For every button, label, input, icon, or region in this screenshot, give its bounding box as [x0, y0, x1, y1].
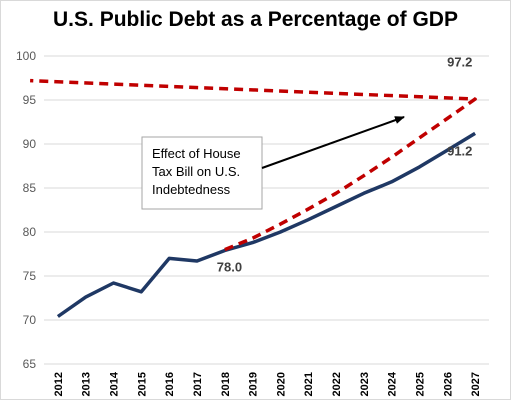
annotation-arrow [261, 116, 405, 169]
data-label: 78.0 [217, 260, 242, 275]
x-tick-label: 2015 [136, 372, 148, 396]
y-tick-label: 100 [16, 49, 36, 63]
x-tick-label: 2018 [220, 372, 232, 396]
x-tick-label: 2014 [109, 371, 121, 396]
x-tick-label: 2017 [192, 372, 204, 396]
x-tick-label: 2013 [81, 372, 93, 396]
y-tick-label: 70 [23, 313, 37, 327]
y-tick-label: 95 [23, 93, 37, 107]
x-tick-label: 2012 [53, 372, 65, 396]
y-tick-label: 90 [23, 137, 37, 151]
x-tick-label: 2023 [359, 372, 371, 396]
annotation-box [141, 136, 263, 210]
y-tick-label: 80 [23, 225, 37, 239]
annotation: Effect of House Tax Bill on U.S. Indebte… [141, 116, 405, 210]
x-tick-label: 2020 [275, 372, 287, 396]
data-labels: 78.0 97.2 91.2 [217, 55, 473, 275]
y-axis-ticks: 65 70 75 80 85 90 95 100 [16, 49, 36, 371]
data-label: 97.2 [447, 55, 472, 70]
chart-title: U.S. Public Debt as a Percentage of GDP [53, 8, 458, 31]
annotation-line-2: Tax Bill on U.S. [152, 164, 240, 179]
y-tick-label: 65 [23, 357, 37, 371]
x-tick-label: 2026 [442, 372, 454, 396]
y-tick-label: 85 [23, 181, 37, 195]
annotation-line-1: Effect of House [152, 146, 241, 161]
x-tick-label: 2024 [387, 371, 399, 396]
x-axis-ticks: 2012 2013 2014 2015 2016 2017 2018 2019 2020 2021… [53, 371, 482, 396]
x-tick-label: 2019 [248, 372, 260, 396]
gridlines [44, 55, 489, 365]
data-label: 91.2 [447, 143, 472, 158]
y-tick-label: 75 [23, 269, 37, 283]
annotation-line-3: Indebtedness [152, 182, 231, 197]
series-line-solid [56, 131, 477, 318]
x-tick-label: 2016 [164, 372, 176, 396]
x-tick-label: 2027 [470, 372, 482, 396]
x-tick-label: 2022 [331, 372, 343, 396]
series-line-dashed [30, 78, 477, 252]
x-tick-label: 2025 [414, 372, 426, 396]
series-lines [30, 78, 477, 318]
x-tick-label: 2021 [303, 372, 315, 396]
